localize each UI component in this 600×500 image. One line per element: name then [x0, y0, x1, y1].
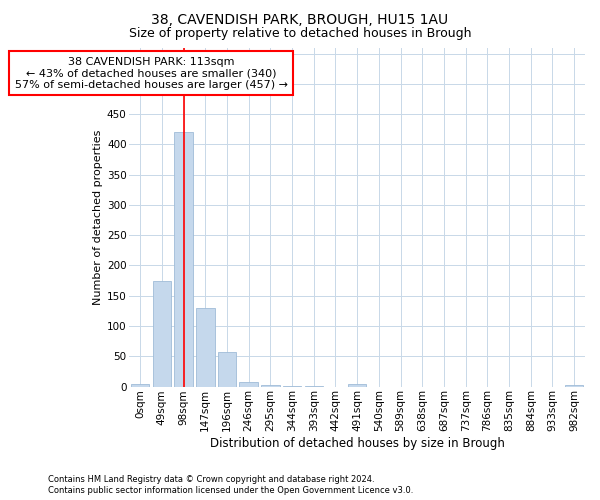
X-axis label: Distribution of detached houses by size in Brough: Distribution of detached houses by size …	[210, 437, 505, 450]
Text: Contains HM Land Registry data © Crown copyright and database right 2024.: Contains HM Land Registry data © Crown c…	[48, 475, 374, 484]
Bar	[196, 308, 215, 386]
Bar	[131, 384, 149, 386]
Bar	[239, 382, 258, 386]
Text: 38, CAVENDISH PARK, BROUGH, HU15 1AU: 38, CAVENDISH PARK, BROUGH, HU15 1AU	[151, 12, 449, 26]
Bar	[565, 384, 583, 386]
Text: Contains public sector information licensed under the Open Government Licence v3: Contains public sector information licen…	[48, 486, 413, 495]
Text: 38 CAVENDISH PARK: 113sqm
← 43% of detached houses are smaller (340)
57% of semi: 38 CAVENDISH PARK: 113sqm ← 43% of detac…	[14, 56, 287, 90]
Bar	[152, 280, 171, 386]
Bar	[218, 352, 236, 386]
Y-axis label: Number of detached properties: Number of detached properties	[92, 130, 103, 304]
Text: Size of property relative to detached houses in Brough: Size of property relative to detached ho…	[129, 28, 471, 40]
Bar	[175, 132, 193, 386]
Bar	[348, 384, 367, 386]
